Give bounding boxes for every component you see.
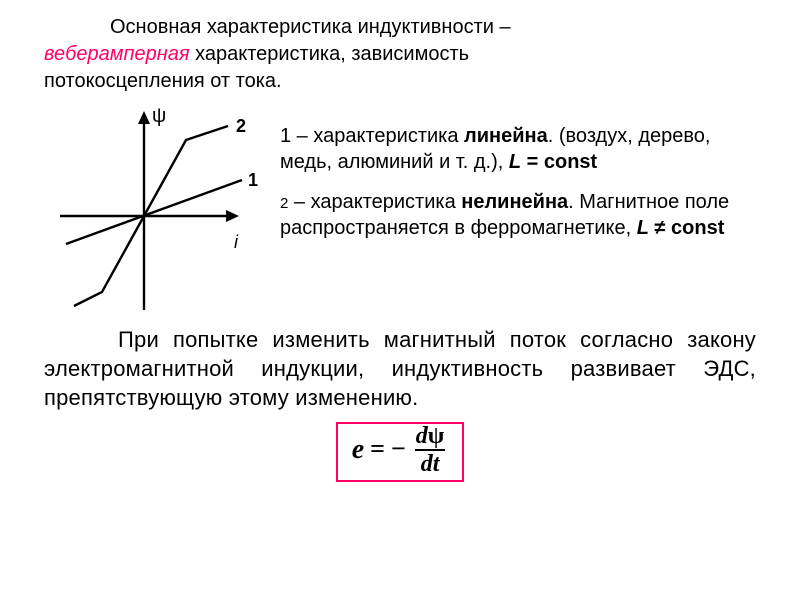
desc-linear: 1 – характеристика линейна. (воздух, дер… [280,123,756,175]
intro-text: Основная характеристика индуктивности – … [44,14,756,95]
highlight-term: веберамперная [44,43,190,65]
d1-bold: линейна [464,125,548,147]
svg-text:2: 2 [236,116,246,136]
intro-line2: веберамперная характеристика, зависимост… [44,41,756,68]
body-paragraph: При попытке изменить магнитный поток сог… [44,325,756,412]
curve-descriptions: 1 – характеристика линейна. (воздух, дер… [280,101,756,319]
d1-L: L [509,151,521,173]
den-d: d [421,451,433,477]
d2-lead: – характеристика [288,191,461,213]
desc-nonlinear: 2 – характеристика нелинейна. Магнитное … [280,189,756,241]
slide-content: Основная характеристика индуктивности – … [0,0,800,482]
d1-lead: 1 – характеристика [280,125,464,147]
emf-formula-box: e = − dψ dt [336,422,465,482]
den-t: t [433,451,440,477]
svg-text:i: i [234,232,239,252]
d1-const: = const [521,151,597,173]
weber-ampere-graph: ψ i 1 2 [44,101,272,319]
fraction-denominator: dt [415,449,446,476]
svg-text:ψ: ψ [152,105,166,127]
d2-const: const [671,217,724,239]
num-d: d [416,423,428,449]
formula-eq: = [370,434,385,466]
formula-minus: − [391,434,406,466]
formula-e: e [352,434,364,466]
body-text: При попытке изменить магнитный поток сог… [44,327,756,410]
formula-row: e = − dψ dt [44,422,756,482]
formula-fraction: dψ dt [412,424,449,476]
graph-container: ψ i 1 2 [44,101,272,319]
d2-neq: ≠ [649,217,671,239]
num-psi: ψ [428,423,445,449]
intro-line1: Основная характеристика индуктивности – [110,14,756,41]
graph-and-desc-row: ψ i 1 2 1 – характеристика линейна. (воздух… [44,101,756,319]
d2-L: L [637,217,649,239]
d2-bold: нелинейна [461,191,568,213]
intro-line2-rest: характеристика, зависимость [190,43,470,65]
fraction-numerator: dψ [412,424,449,449]
intro-line3: потокосцепления от тока. [44,68,756,95]
svg-text:1: 1 [248,170,258,190]
